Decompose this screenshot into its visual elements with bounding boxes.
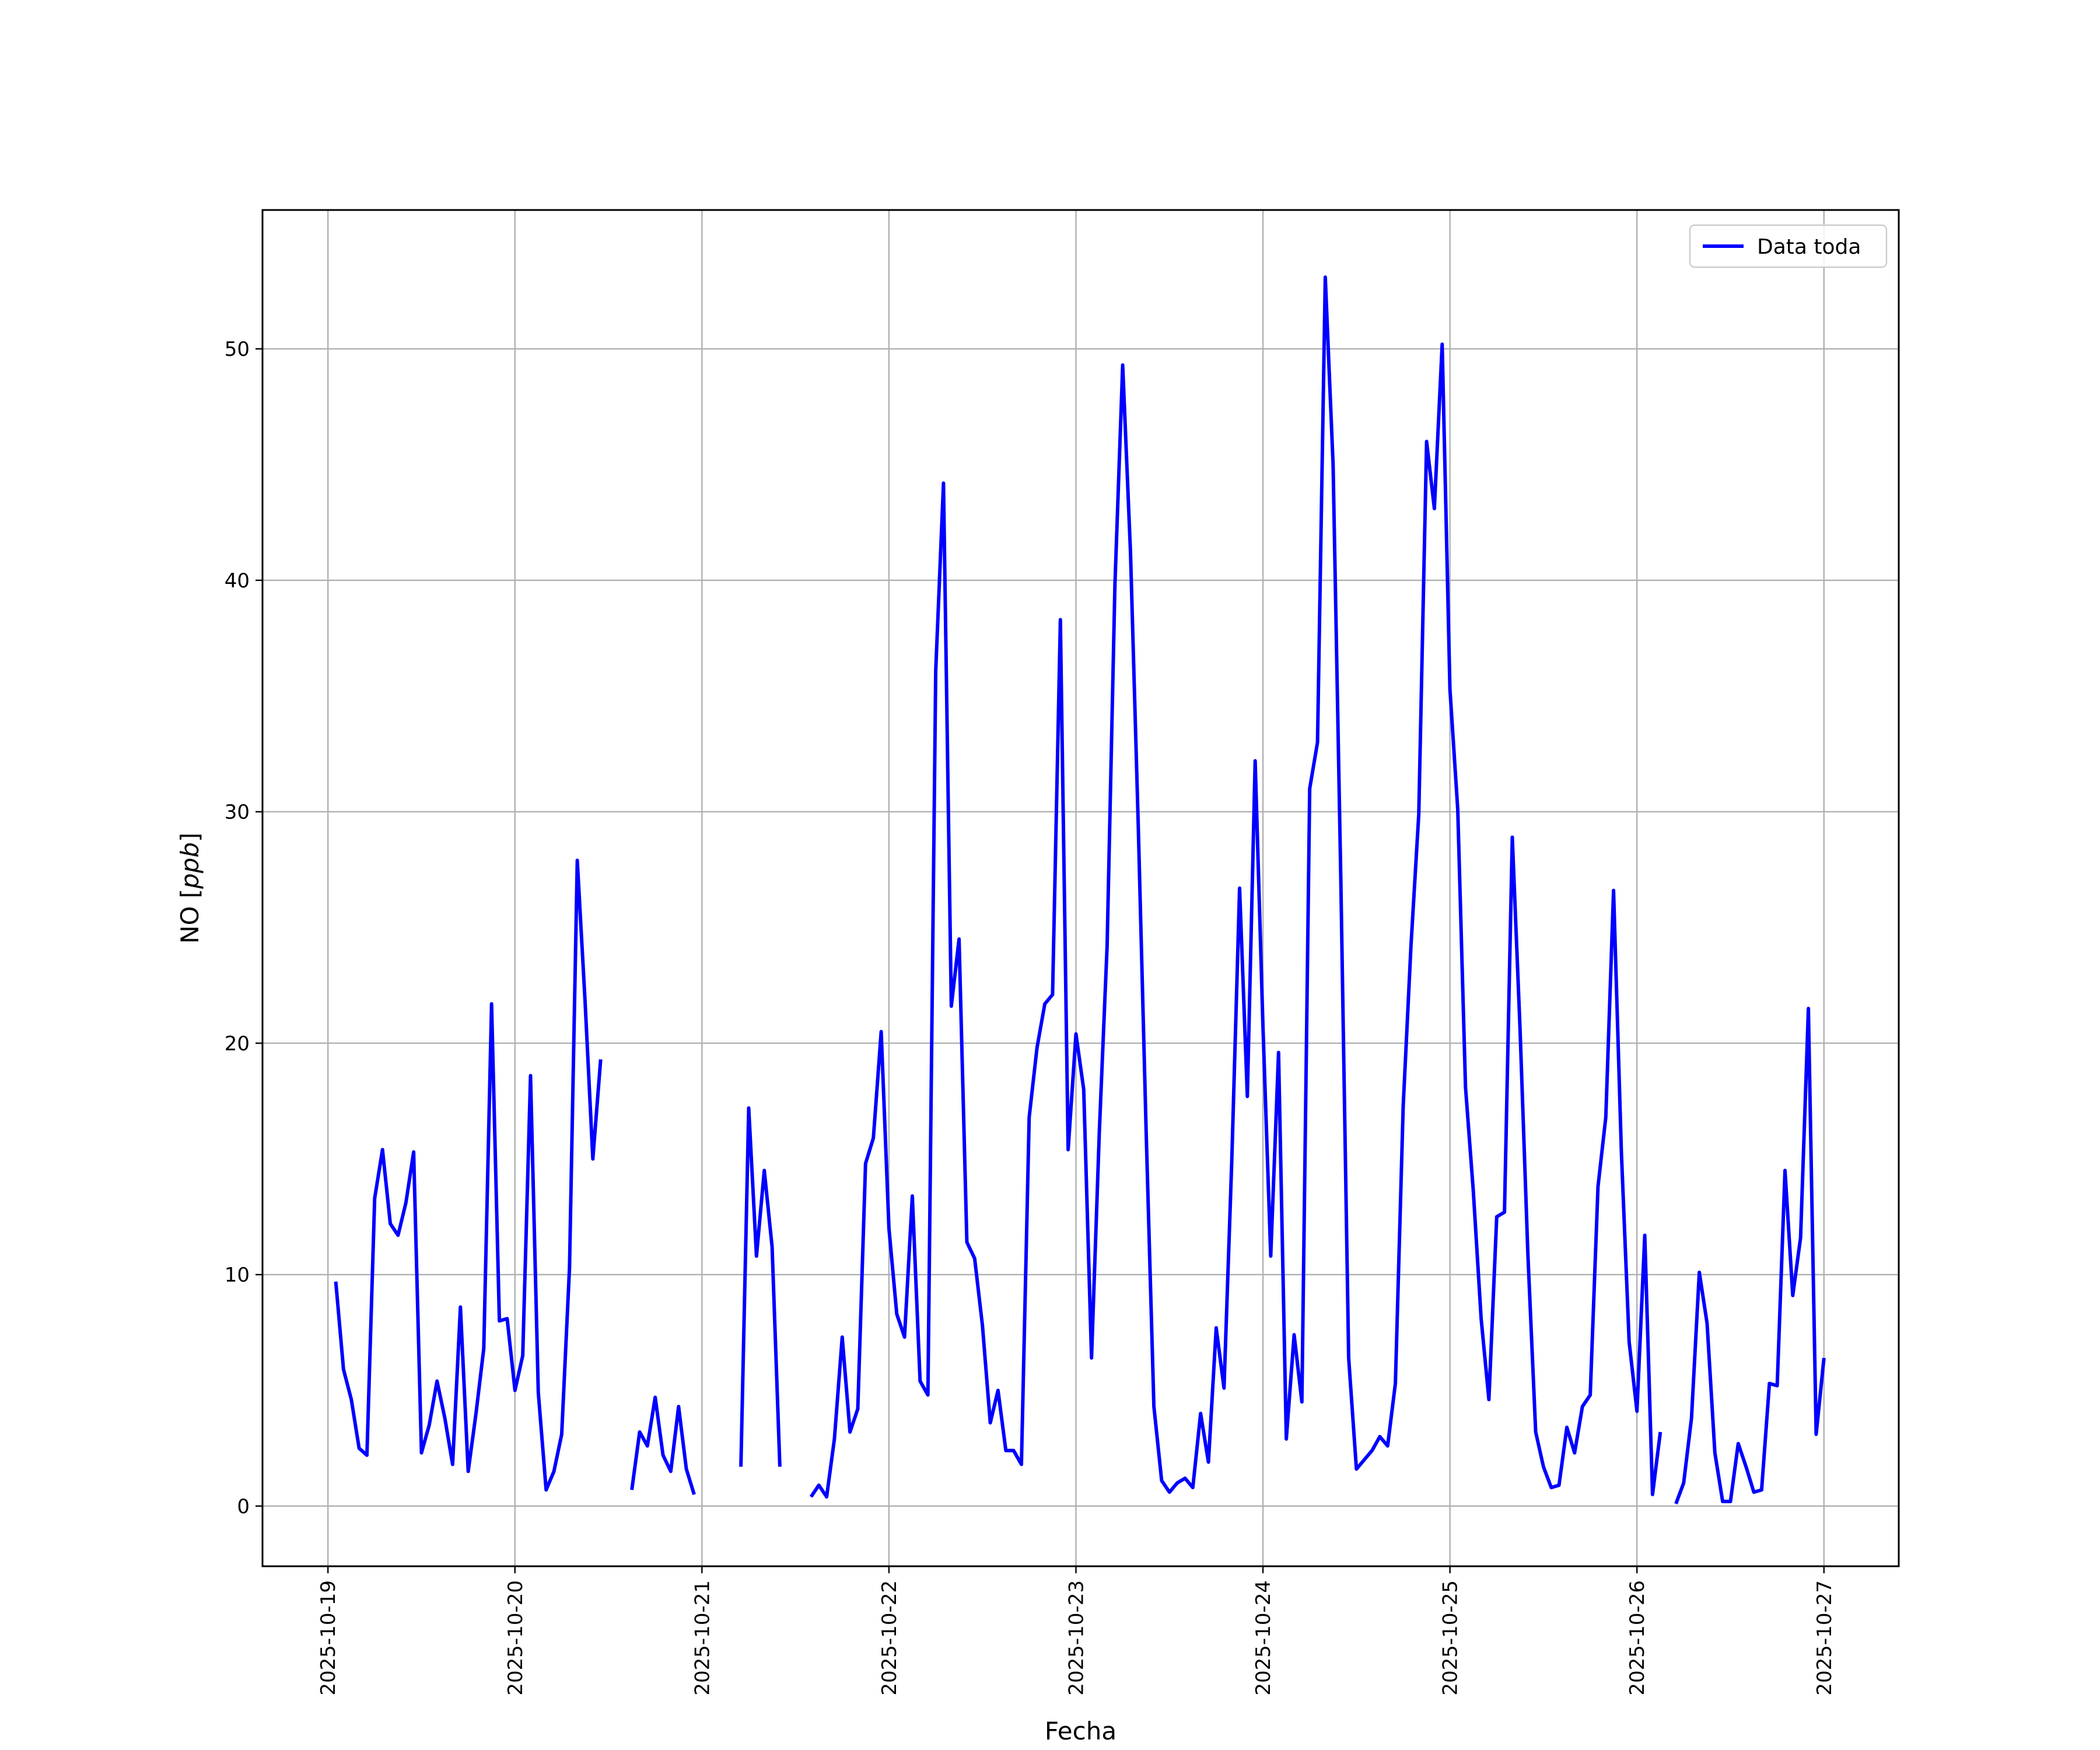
axis-ticks: 0 10 20 30 40 50 2025-10-19 2025-10-20 2025-10-2… xyxy=(225,338,1836,1696)
series-line-segment-0-1 xyxy=(630,1395,696,1495)
y-tick-label-0: 0 xyxy=(237,1495,250,1518)
x-tick-label-5: 2025-10-24 xyxy=(1252,1580,1275,1696)
series-line-segment-0-4 xyxy=(1674,1006,1826,1504)
y-axis-label: NO [ppb] xyxy=(176,832,204,944)
y-tick-label-40: 40 xyxy=(225,569,250,593)
x-tick-label-8: 2025-10-27 xyxy=(1813,1580,1836,1696)
legend-box xyxy=(1689,224,1888,268)
series-layer xyxy=(334,275,1826,1504)
x-tick-label-6: 2025-10-25 xyxy=(1439,1580,1462,1696)
y-tick-label-50: 50 xyxy=(225,338,250,361)
series-line-segment-0-3 xyxy=(809,275,1662,1499)
x-tick-label-4: 2025-10-23 xyxy=(1065,1580,1088,1696)
y-tick-label-20: 20 xyxy=(225,1032,250,1055)
x-tick-label-3: 2025-10-22 xyxy=(878,1580,901,1696)
legend-label: Data toda xyxy=(1757,235,1861,259)
grid-lines xyxy=(262,210,1899,1566)
x-tick-label-2: 2025-10-21 xyxy=(691,1580,714,1696)
y-tick-label-10: 10 xyxy=(225,1264,250,1287)
axis-labels: Fecha NO [ppb] xyxy=(176,832,1116,1745)
x-tick-label-1: 2025-10-20 xyxy=(504,1580,527,1696)
x-axis-label: Fecha xyxy=(1045,1717,1116,1745)
plot-frame xyxy=(261,209,1900,1567)
series-line-segment-0-0 xyxy=(334,858,603,1492)
legend: Data toda xyxy=(1689,224,1888,268)
series-line-segment-0-2 xyxy=(739,1106,782,1467)
x-tick-label-0: 2025-10-19 xyxy=(317,1580,340,1696)
y-tick-label-30: 30 xyxy=(225,801,250,824)
x-tick-label-7: 2025-10-26 xyxy=(1626,1580,1649,1696)
